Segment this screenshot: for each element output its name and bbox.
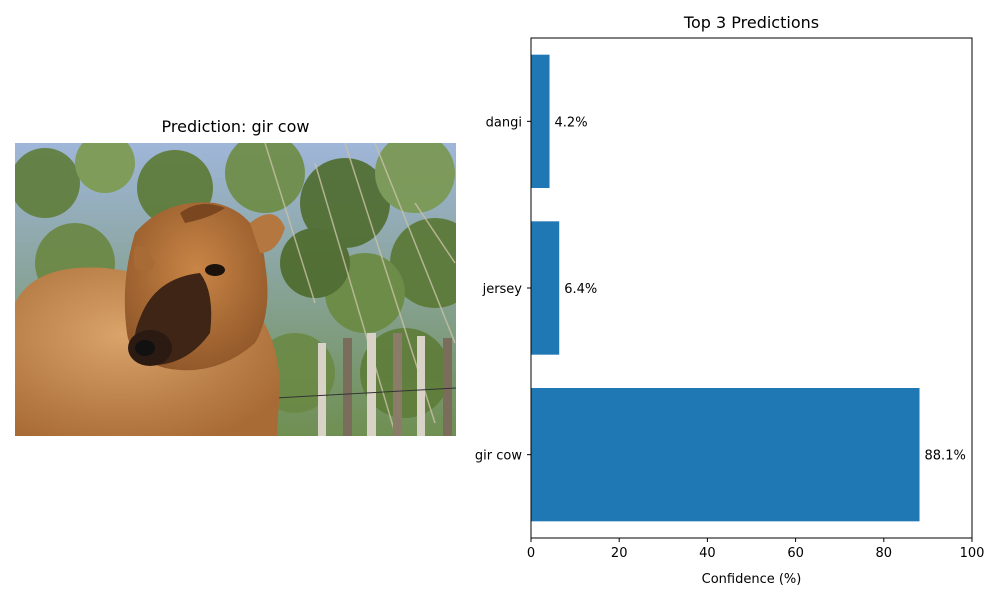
axes-frame <box>530 37 973 539</box>
bar-jersey <box>531 221 560 355</box>
cow-photo <box>15 143 456 436</box>
x-tick-label: 100 <box>960 546 985 561</box>
y-tick-label: gir cow <box>475 449 522 464</box>
x-tick-label: 40 <box>699 546 716 561</box>
x-tick-label: 20 <box>611 546 628 561</box>
y-tick-label: dangi <box>486 115 522 130</box>
x-tick-label: 60 <box>787 546 804 561</box>
bar-dangi <box>531 54 550 188</box>
chart-title: Top 3 Predictions <box>683 13 819 32</box>
x-axis-label: Confidence (%) <box>702 572 802 587</box>
bar-gir-cow <box>531 388 920 522</box>
bar-value-label: 4.2% <box>555 115 588 130</box>
bar-value-label: 88.1% <box>925 449 966 464</box>
y-tick-label: jersey <box>482 282 523 297</box>
image-title: Prediction: gir cow <box>161 117 310 136</box>
bar-value-label: 6.4% <box>564 282 597 297</box>
x-tick-label: 0 <box>527 546 535 561</box>
x-tick-label: 80 <box>876 546 893 561</box>
